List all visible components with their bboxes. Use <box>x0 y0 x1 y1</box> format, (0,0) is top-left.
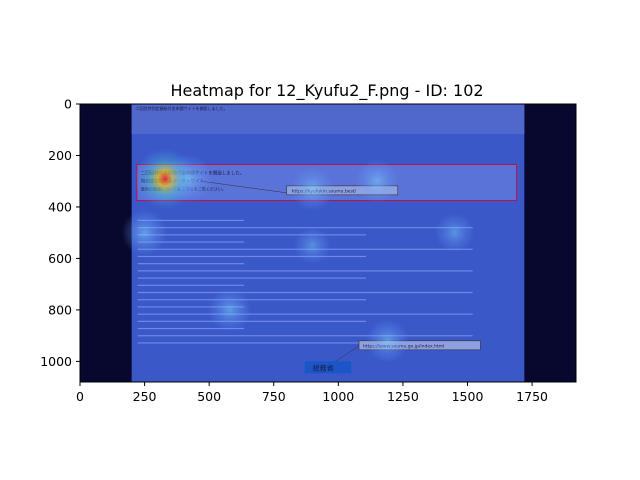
text-line <box>137 263 245 265</box>
screenshot-header <box>131 104 525 134</box>
text-line <box>137 227 473 229</box>
x-tick-label: 500 <box>197 389 221 404</box>
text-line <box>137 255 367 258</box>
text-line <box>137 335 473 337</box>
text-line <box>137 327 245 330</box>
screenshot-header-line: 二回目特別定額給付金申請サイトを開設しました。 <box>136 105 228 111</box>
hotspot <box>164 154 213 203</box>
y-tick-label: 1000 <box>40 354 72 369</box>
x-tick-label: 1250 <box>387 389 419 404</box>
y-tick-label: 200 <box>48 148 72 163</box>
hotspot <box>121 209 168 256</box>
x-tick-label: 250 <box>133 389 157 404</box>
hotspot <box>365 318 410 363</box>
hotspot <box>293 226 332 265</box>
x-axis: 0 250 500 750 1000 1250 1500 1750 <box>76 382 548 404</box>
text-line <box>137 284 245 286</box>
text-line <box>137 234 367 236</box>
x-tick-label: 1500 <box>452 389 484 404</box>
heat-overlay <box>121 147 475 363</box>
text-line <box>137 299 367 301</box>
hotspot <box>207 288 252 332</box>
text-line <box>137 313 473 315</box>
x-tick-label: 0 <box>76 389 84 404</box>
text-line <box>137 291 473 294</box>
y-tick-label: 0 <box>64 97 72 112</box>
hotspot <box>355 159 399 204</box>
text-line <box>137 320 367 322</box>
url-callout-2-box <box>358 340 481 351</box>
x-tick-label: 1000 <box>322 389 354 404</box>
x-tick-label: 750 <box>262 389 286 404</box>
text-line <box>137 270 473 272</box>
logo-box <box>304 361 352 374</box>
url-callout-1-leader <box>201 180 287 194</box>
x-tick-label: 1750 <box>516 389 548 404</box>
axes-frame <box>79 103 577 383</box>
y-tick-label: 400 <box>48 199 72 214</box>
logo-text: 総務省 <box>313 363 334 372</box>
text-line <box>137 241 245 243</box>
hotspot <box>290 167 335 211</box>
y-axis: 0 200 400 600 800 1000 <box>40 97 80 369</box>
y-tick-label: 800 <box>48 302 72 317</box>
plot-area: 二回目特別定額給付金申請サイトを開設しました。二回目特別定額給付金申請サイトを開… <box>80 104 576 382</box>
text-line <box>137 277 367 279</box>
text-line <box>137 219 245 222</box>
url-callout-1-box <box>286 185 399 196</box>
text-line <box>137 306 245 308</box>
hotspot <box>434 213 475 253</box>
text-line <box>137 342 367 344</box>
chart-title: Heatmap for 12_Kyufu2_F.png - ID: 102 <box>170 81 483 101</box>
y-tick-label: 600 <box>48 251 72 266</box>
